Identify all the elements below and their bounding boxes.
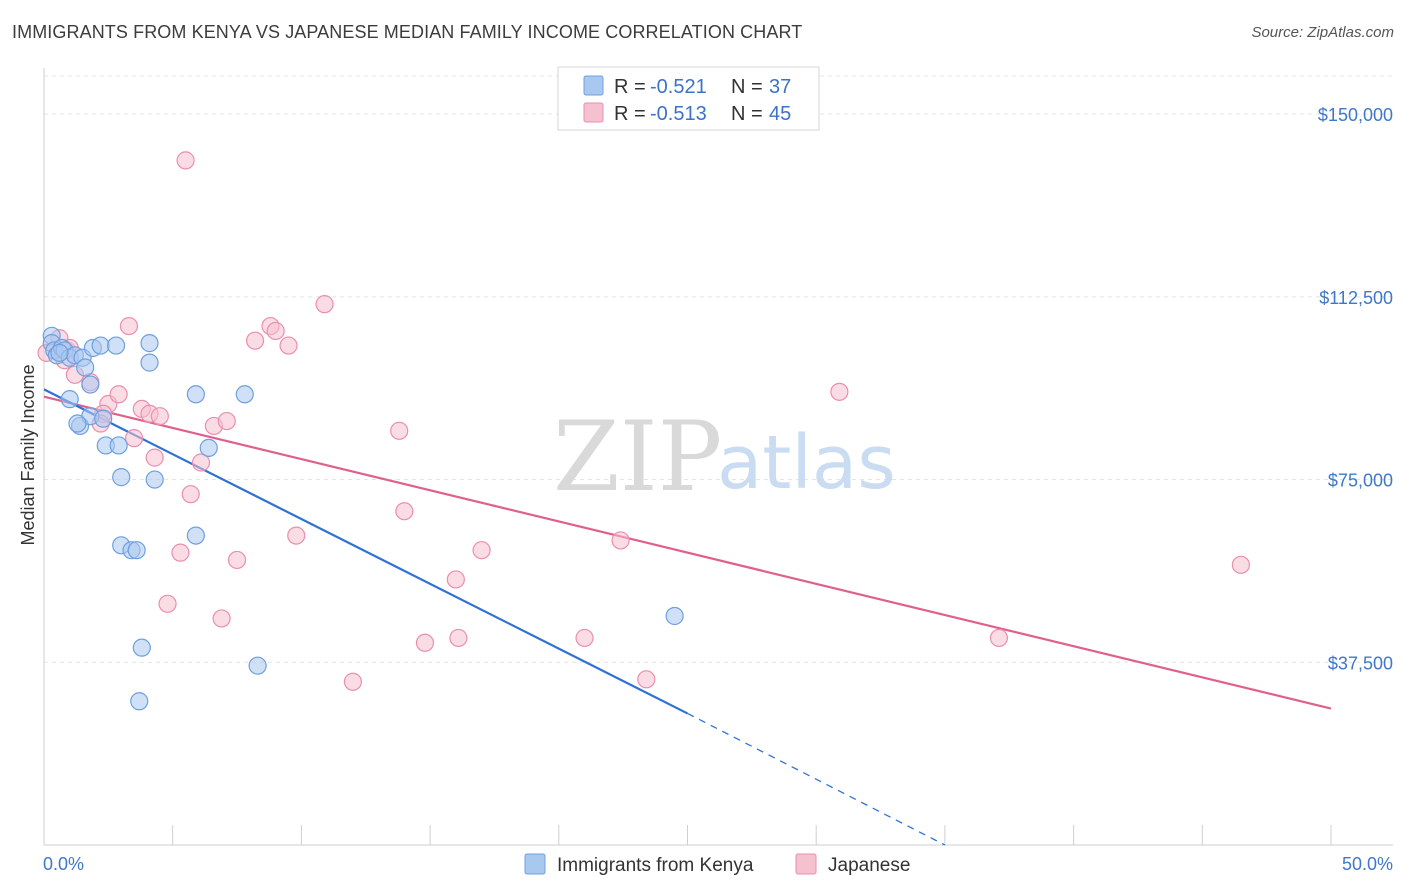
kenya-point — [665, 606, 684, 626]
series-legend-swatch-japanese — [795, 853, 817, 875]
legend-n-value-japanese: 45 — [769, 103, 791, 125]
chart-source: Source: ZipAtlas.com — [1251, 24, 1394, 41]
japanese-point — [245, 331, 265, 350]
japanese-point — [158, 594, 177, 613]
grid-layer — [44, 75, 1393, 663]
japanese-point — [637, 670, 656, 689]
japanese-point — [171, 543, 190, 562]
kenya-point — [140, 334, 159, 353]
japanese-point — [150, 407, 169, 426]
japanese-point — [181, 485, 200, 504]
japanese-point — [989, 628, 1009, 648]
kenya-trend-line — [43, 388, 688, 715]
x-tick-label-max: 50.0% — [1342, 854, 1393, 874]
series-legend-label-kenya: Immigrants from Kenya — [557, 855, 754, 876]
japanese-point — [124, 429, 144, 448]
japanese-point — [343, 672, 362, 691]
japanese-point — [390, 421, 409, 440]
japanese-point — [217, 411, 236, 431]
kenya-point — [112, 468, 131, 487]
y-tick-label: $75,000 — [1328, 471, 1393, 491]
japanese-point — [575, 628, 594, 648]
series-legend-swatch-kenya — [524, 853, 546, 875]
kenya-point — [132, 638, 151, 657]
japanese-point — [315, 295, 334, 314]
watermark-zip: ZIP — [553, 401, 722, 513]
kenya-point — [199, 438, 218, 457]
kenya-point — [60, 390, 79, 409]
kenya-point — [106, 336, 126, 355]
japanese-point — [191, 453, 211, 472]
kenya-point — [127, 541, 146, 560]
legend-n-value-kenya: 37 — [769, 76, 791, 98]
legend-r-value-kenya: -0.521 — [650, 76, 707, 98]
y-tick-label: $150,000 — [1318, 105, 1393, 125]
y-tick-label: $112,500 — [1319, 288, 1393, 308]
kenya-point — [76, 358, 95, 377]
kenya-point — [50, 343, 69, 362]
japanese-point — [145, 448, 164, 467]
x-tick-label-min: 0.0% — [43, 854, 84, 874]
japanese-point — [611, 531, 630, 550]
points-layer — [37, 151, 1251, 711]
kenya-point — [130, 692, 149, 711]
japanese-point — [176, 151, 195, 170]
japanese-point — [119, 316, 139, 336]
watermark-atlas: atlas — [717, 420, 896, 506]
kenya-point — [235, 385, 254, 404]
legend-n-label-kenya: N = — [731, 76, 763, 98]
stats-legend: R = -0.521 N = 37 R = -0.513 N = 45 — [557, 66, 820, 131]
kenya-point — [94, 409, 113, 428]
series-legend: Immigrants from Kenya Japanese — [524, 853, 910, 876]
trend-layer — [43, 388, 1332, 846]
kenya-point — [140, 353, 159, 372]
japanese-point — [472, 541, 491, 560]
kenya-point — [248, 656, 267, 675]
japanese-point — [395, 502, 414, 521]
japanese-trend-line — [43, 395, 1332, 710]
japanese-point — [266, 321, 285, 341]
japanese-point — [287, 526, 306, 545]
kenya-point — [81, 375, 100, 394]
kenya-point — [145, 470, 164, 489]
kenya-trend-extension — [687, 712, 946, 846]
chart-title: IMMIGRANTS FROM KENYA VS JAPANESE MEDIAN… — [12, 22, 803, 42]
legend-swatch-kenya — [583, 75, 604, 96]
japanese-point — [449, 628, 468, 648]
axis-layer: $37,500 $75,000 $112,500 $150,000 0.0% 50.0% — [43, 68, 1393, 874]
y-tick-label: $37,500 — [1328, 653, 1393, 673]
japanese-point — [109, 385, 128, 404]
japanese-point — [212, 609, 231, 628]
japanese-point — [830, 382, 849, 401]
legend-r-label-japanese: R = — [614, 103, 646, 125]
japanese-point — [415, 633, 435, 652]
kenya-point — [186, 526, 205, 545]
kenya-point — [91, 336, 110, 355]
legend-r-value-japanese: -0.513 — [650, 103, 707, 125]
watermark: ZIP atlas — [553, 401, 896, 513]
kenya-point — [109, 436, 128, 455]
japanese-point — [446, 570, 465, 589]
y-axis-title: Median Family Income — [18, 364, 38, 545]
kenya-point — [68, 414, 87, 433]
japanese-point — [227, 550, 247, 570]
legend-r-label-kenya: R = — [614, 76, 646, 98]
kenya-point — [186, 385, 205, 404]
series-legend-label-japanese: Japanese — [828, 855, 910, 876]
japanese-point — [1231, 555, 1251, 574]
japanese-point — [279, 336, 298, 355]
legend-swatch-japanese — [583, 102, 604, 123]
legend-n-label-japanese: N = — [731, 103, 763, 125]
